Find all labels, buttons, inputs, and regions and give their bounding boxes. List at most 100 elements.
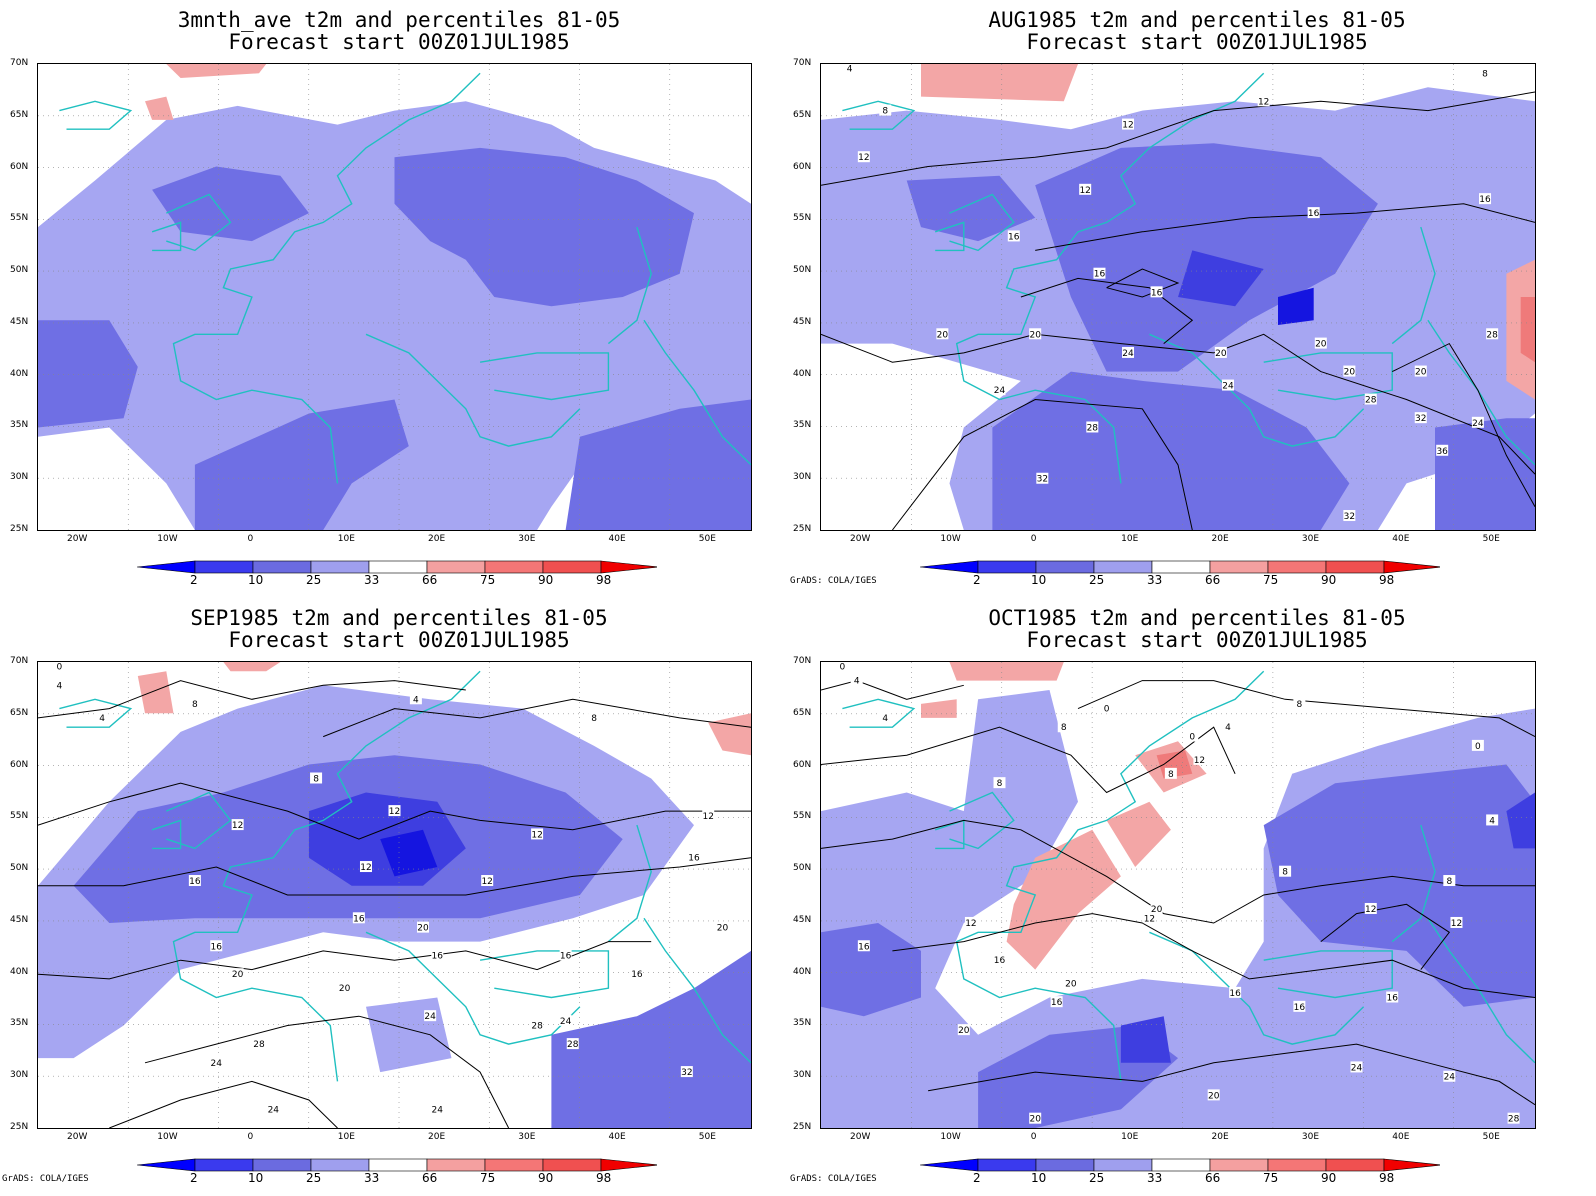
contour-label: 16 (353, 914, 365, 924)
colorbar-label: 75 (480, 1171, 496, 1185)
panel-title: OCT1985 t2m and percentiles 81-05 (988, 606, 1406, 630)
temperature-contour (109, 1080, 338, 1128)
contour-label: 24 (1472, 419, 1484, 429)
contour-label-bg (1122, 118, 1135, 130)
colorbar-label: 90 (1321, 1171, 1337, 1185)
longitude-label: 50E (1482, 534, 1500, 544)
contour-label-bg (566, 1038, 579, 1050)
percentile-shading (380, 829, 438, 877)
contour-label-bg (879, 711, 892, 723)
temperature-contour (38, 941, 652, 980)
longitude-label: 10W (157, 534, 178, 544)
map-panel-1: 3mnth_ave t2m and percentiles 81-05 Forec… (0, 0, 798, 598)
contour-label: 16 (1308, 209, 1320, 219)
contour-label: 20 (1029, 330, 1041, 340)
percentile-shading (394, 147, 694, 307)
contour-label-bg (1093, 267, 1106, 279)
percentile-shading (565, 399, 751, 530)
contour-label-bg (630, 968, 643, 980)
contour-label-bg (559, 1014, 572, 1026)
contour-label: 28 (253, 1040, 265, 1050)
contour-label: 28 (1087, 423, 1099, 433)
latitude-label: 30N (10, 1070, 29, 1081)
contour-label-bg (1164, 767, 1177, 779)
contour-label: 12 (1365, 905, 1376, 915)
contour-label: 12 (360, 863, 371, 873)
latitude-label: 70N (10, 58, 29, 68)
contour-label: 20 (1029, 1115, 1041, 1125)
colorbar-swatch (1267, 560, 1327, 574)
temperature-contour (892, 913, 1535, 998)
temperature-contour (928, 1043, 1535, 1106)
contour-label: 12 (1079, 186, 1090, 196)
temperature-contour (1320, 903, 1451, 970)
coastline (365, 931, 581, 1045)
contour-label-bg (1486, 814, 1499, 826)
contour-label: 20 (1344, 368, 1356, 378)
contour-label-bg (231, 819, 244, 831)
contour-label: 12 (531, 830, 542, 840)
contour-label: 36 (1436, 447, 1448, 457)
longitude-label: 10E (337, 1132, 355, 1142)
colorbar-label: 98 (596, 573, 612, 587)
latitude-label: 40N (10, 966, 29, 977)
contour-label: 16 (688, 854, 700, 864)
contour-label-bg (1086, 421, 1099, 433)
contour-label-bg (1471, 416, 1484, 428)
contour-label: 24 (211, 1059, 223, 1069)
colorbar-swatch (1093, 1158, 1153, 1172)
contour-label: 0 (1189, 733, 1195, 743)
longitude-label: 20W (850, 534, 871, 544)
colorbar-swatch (426, 1158, 486, 1172)
longitude-label: 50E (698, 1132, 716, 1142)
contour-label: 8 (192, 700, 198, 710)
contour-label: 20 (417, 924, 429, 934)
latitude-label: 45N (793, 316, 812, 327)
longitude-label: 0 (1030, 1132, 1037, 1142)
contour-label: 16 (1008, 232, 1020, 242)
contour-label: 8 (591, 714, 597, 724)
longitude-label: 10E (337, 534, 355, 544)
longitude-label: 40E (608, 1132, 626, 1142)
contour-label: 8 (1297, 700, 1303, 710)
contour-label: 16 (1479, 195, 1491, 205)
contour-label: 20 (1315, 340, 1327, 350)
contour-label: 16 (631, 970, 643, 980)
contour-label-bg (1343, 510, 1356, 522)
contour-label-bg (1307, 207, 1320, 219)
coastline (955, 670, 1265, 1082)
contour-label-bg (1057, 721, 1070, 733)
contour-label-bg (1007, 230, 1020, 242)
contour-label-bg (1507, 1112, 1520, 1124)
percentile-shading (821, 923, 921, 1017)
colorbar-label: 2 (190, 573, 198, 587)
latitude-label: 40N (10, 368, 29, 379)
contour-label: 12 (232, 821, 243, 831)
contour-label: 4 (1225, 723, 1231, 733)
coastline (151, 819, 182, 850)
percentile-shading (1178, 250, 1264, 307)
latitude-label: 35N (793, 420, 812, 431)
contour-label: 28 (567, 1040, 579, 1050)
latitude-label: 70N (793, 58, 812, 68)
contour-label-bg (559, 949, 572, 961)
percentile-shading (921, 699, 957, 718)
colorbar-swatch (426, 560, 486, 574)
contour-label-bg (188, 875, 201, 887)
colorbar-swatch (1325, 1158, 1385, 1172)
contour-label-bg (1150, 286, 1163, 298)
contour-label-bg (1229, 986, 1242, 998)
contour-label-bg (531, 1019, 544, 1031)
contour-label: 28 (1486, 330, 1498, 340)
contour-label-bg (957, 1024, 970, 1036)
contour-label: 0 (1475, 742, 1481, 752)
coastline (365, 333, 581, 447)
percentile-shading (152, 166, 309, 242)
colorbar-container (919, 1157, 1443, 1176)
percentile-shading (1120, 1016, 1171, 1063)
longitude-label: 30E (1301, 534, 1320, 544)
contour-label-bg (680, 1066, 693, 1078)
contour-label-bg (857, 940, 870, 952)
temperature-contour (38, 680, 466, 719)
coastline (934, 819, 965, 850)
